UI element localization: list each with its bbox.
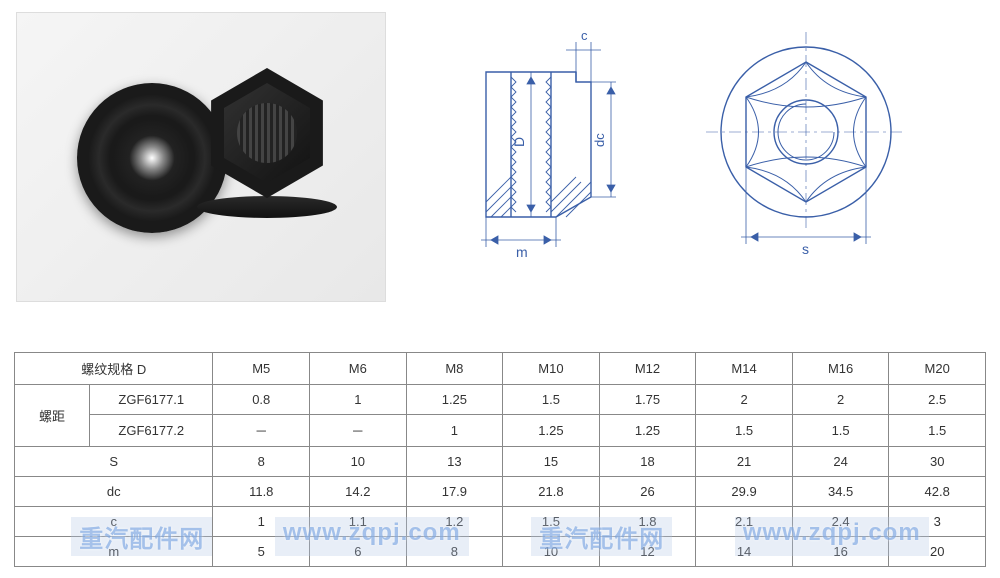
table-cell: 5 [213, 537, 310, 567]
table-cell: 12 [599, 537, 696, 567]
table-cell: M8 [406, 353, 503, 385]
table-cell: 26 [599, 477, 696, 507]
table-row: ZGF6177.2－－11.251.251.51.51.5 [15, 415, 986, 447]
table-row: m5681012141620 [15, 537, 986, 567]
table-cell: ZGF6177.2 [90, 415, 213, 447]
table-cell: 螺距 [15, 385, 90, 447]
table-cell: 10 [503, 537, 600, 567]
table-cell: 1 [310, 385, 407, 415]
table-cell: 1.5 [503, 507, 600, 537]
table-cell: 1.5 [792, 415, 889, 447]
table-cell: 1.8 [599, 507, 696, 537]
table-cell: 3 [889, 507, 986, 537]
table-cell: ZGF6177.1 [90, 385, 213, 415]
table-cell: M12 [599, 353, 696, 385]
table-cell: 42.8 [889, 477, 986, 507]
dim-c-label: c [581, 28, 588, 43]
table-cell: M10 [503, 353, 600, 385]
table-cell: 34.5 [792, 477, 889, 507]
table-cell: 16 [792, 537, 889, 567]
table-row: S810131518212430 [15, 447, 986, 477]
table-row: dc11.814.217.921.82629.934.542.8 [15, 477, 986, 507]
table-cell: 1.5 [696, 415, 793, 447]
table-cell: 1.2 [406, 507, 503, 537]
table-cell: M14 [696, 353, 793, 385]
table-cell: 螺纹规格 D [15, 353, 213, 385]
table-cell: 20 [889, 537, 986, 567]
table-cell: 8 [213, 447, 310, 477]
table-cell: 1.25 [599, 415, 696, 447]
table-cell: 1.25 [503, 415, 600, 447]
product-photo [16, 12, 386, 302]
table-cell: 14.2 [310, 477, 407, 507]
table-cell: c [15, 507, 213, 537]
table-cell: 1.25 [406, 385, 503, 415]
dim-m-label: m [516, 244, 528, 260]
table-cell: m [15, 537, 213, 567]
technical-drawings: c D dc m [436, 12, 984, 320]
table-cell: 8 [406, 537, 503, 567]
table-cell: 17.9 [406, 477, 503, 507]
table-cell: M20 [889, 353, 986, 385]
table-cell: S [15, 447, 213, 477]
nut-side-view [197, 68, 337, 228]
table-cell: 2.4 [792, 507, 889, 537]
table-cell: 1 [213, 507, 310, 537]
table-cell: 13 [406, 447, 503, 477]
table-cell: 2 [792, 385, 889, 415]
table-cell: M16 [792, 353, 889, 385]
table-cell: － [213, 415, 310, 447]
table-cell: 14 [696, 537, 793, 567]
section-drawing: c D dc m [436, 22, 636, 320]
spec-table: 螺纹规格 DM5M6M8M10M12M14M16M20螺距ZGF6177.10.… [14, 352, 986, 567]
table-cell: dc [15, 477, 213, 507]
table-cell: 2.1 [696, 507, 793, 537]
table-cell: 1.5 [889, 415, 986, 447]
spec-table-wrap: 螺纹规格 DM5M6M8M10M12M14M16M20螺距ZGF6177.10.… [14, 352, 986, 567]
table-cell: 11.8 [213, 477, 310, 507]
table-cell: 30 [889, 447, 986, 477]
table-row: 螺纹规格 DM5M6M8M10M12M14M16M20 [15, 353, 986, 385]
table-cell: 1.1 [310, 507, 407, 537]
table-row: 螺距ZGF6177.10.811.251.51.75222.5 [15, 385, 986, 415]
dim-s-label: s [802, 241, 809, 257]
table-cell: 10 [310, 447, 407, 477]
dim-D-label: D [511, 137, 527, 147]
table-cell: 1.75 [599, 385, 696, 415]
dim-dc-label: dc [592, 133, 607, 147]
table-cell: 21 [696, 447, 793, 477]
table-cell: 21.8 [503, 477, 600, 507]
table-cell: 1 [406, 415, 503, 447]
table-cell: 15 [503, 447, 600, 477]
table-cell: 0.8 [213, 385, 310, 415]
table-cell: 6 [310, 537, 407, 567]
table-cell: M5 [213, 353, 310, 385]
table-cell: 18 [599, 447, 696, 477]
table-cell: 2 [696, 385, 793, 415]
top-section: c D dc m [0, 0, 1000, 320]
table-cell: 1.5 [503, 385, 600, 415]
table-cell: M6 [310, 353, 407, 385]
top-view-drawing: s [696, 22, 926, 320]
table-row: c11.11.21.51.82.12.43 [15, 507, 986, 537]
table-cell: 2.5 [889, 385, 986, 415]
table-cell: 29.9 [696, 477, 793, 507]
table-cell: － [310, 415, 407, 447]
table-cell: 24 [792, 447, 889, 477]
